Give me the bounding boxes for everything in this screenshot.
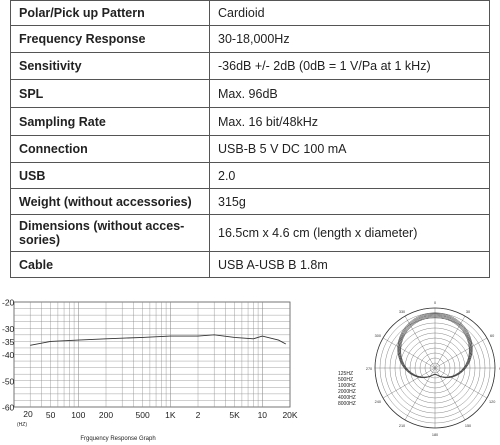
x-tick-label: 20 <box>23 409 33 419</box>
spec-value: 2.0 <box>209 162 490 189</box>
table-row: Frequency Response 30-18,000Hz <box>10 25 490 53</box>
polar-angle-label: 0 <box>434 301 436 305</box>
spec-value: -36dB +/- 2dB (0dB = 1 V/Pa at 1 kHz) <box>209 52 490 80</box>
polar-angle-label: 90 <box>499 367 500 371</box>
y-tick-label: -60 <box>2 403 15 413</box>
spec-key-line1: Dimensions (without acces- <box>19 219 185 233</box>
x-tick-label: 5K <box>229 410 240 420</box>
polar-legend-item: 8000HZ <box>338 401 356 407</box>
x-tick-label: 10 <box>258 410 268 420</box>
table-row: Polar/Pick up Pattern Cardioid <box>10 0 490 26</box>
x-tick-label: 500 <box>136 410 150 420</box>
response-series-line <box>30 334 287 346</box>
spec-key-line2: sories) <box>19 233 60 247</box>
polar-angle-label: 150 <box>465 424 471 428</box>
table-row: Dimensions (without acces-sories) 16.5cm… <box>10 214 490 252</box>
polar-spoke <box>382 367 436 399</box>
polar-angle-label: 270 <box>366 367 372 371</box>
x-tick-label: 20K <box>282 410 297 420</box>
polar-angle-label: 240 <box>375 400 381 404</box>
x-tick-label: 2 <box>196 410 201 420</box>
spec-value: 315g <box>209 188 490 215</box>
spec-key: Connection <box>10 135 210 163</box>
table-row: Connection USB-B 5 V DC 100 mA <box>10 135 490 163</box>
polar-legend-item: 500HZ <box>338 377 353 383</box>
spec-table: Polar/Pick up Pattern Cardioid Frequency… <box>10 0 490 278</box>
x-tick-label: 50 <box>46 410 56 420</box>
table-row: Sensitivity -36dB +/- 2dB (0dB = 1 V/Pa … <box>10 52 490 80</box>
y-tick-label: -20 <box>2 298 15 308</box>
table-row: Weight (without accessories) 315g <box>10 188 490 215</box>
x-tick-label: 200 <box>99 410 113 420</box>
x-tick-label: 1K <box>165 410 176 420</box>
table-row: SPL Max. 96dB <box>10 79 490 108</box>
spec-key: Polar/Pick up Pattern <box>10 0 210 26</box>
polar-angle-label: 300 <box>375 334 381 338</box>
polar-angle-label: 330 <box>399 310 405 314</box>
polar-angle-label: 210 <box>399 424 405 428</box>
table-row: Sampling Rate Max. 16 bit/48kHz <box>10 107 490 136</box>
polar-curve <box>400 317 470 378</box>
y-tick-label: -50 <box>2 376 15 386</box>
x-tick-label: 100 <box>71 410 85 420</box>
polar-spoke <box>382 337 436 369</box>
polar-spoke <box>434 367 488 399</box>
chart-title: Frgquency Response Graph <box>80 436 155 442</box>
frequency-response-chart: -20 -30 -35 -40 -50 -60 20 (HZ) 50 100 200 500 1K 2 5K… <box>2 298 298 443</box>
polar-angle-label: 60 <box>490 334 494 338</box>
spec-value: 16.5cm x 4.6 cm (length x diameter) <box>209 214 490 252</box>
spec-value: 30-18,000Hz <box>209 25 490 53</box>
polar-legend-item: 4000HZ <box>338 395 356 401</box>
polar-angle-label: 180 <box>432 433 438 437</box>
spec-key: Dimensions (without acces-sories) <box>10 214 210 252</box>
polar-legend-item: 125HZ <box>338 371 353 377</box>
polar-legend-item: 1000HZ <box>338 383 356 389</box>
spec-key: Sampling Rate <box>10 107 210 136</box>
y-tick-label: -40 <box>2 350 15 360</box>
spec-key: Cable <box>10 251 210 278</box>
polar-pattern-chart: 0 30 60 90 120 150 180 210 240 270 300 330 125HZ500H… <box>338 301 500 437</box>
y-tick-label: -35 <box>2 337 15 347</box>
spec-key: Sensitivity <box>10 52 210 80</box>
spec-value: USB A-USB B 1.8m <box>209 251 490 278</box>
polar-spoke <box>434 337 488 369</box>
spec-value: Max. 16 bit/48kHz <box>209 107 490 136</box>
spec-key: Weight (without accessories) <box>10 188 210 215</box>
spec-key: USB <box>10 162 210 189</box>
spec-key: Frequency Response <box>10 25 210 53</box>
spec-value: USB-B 5 V DC 100 mA <box>209 135 490 163</box>
polar-legend-item: 2000HZ <box>338 389 356 395</box>
spec-key: SPL <box>10 79 210 108</box>
table-row: Cable USB A-USB B 1.8m <box>10 251 490 278</box>
polar-angle-label: 120 <box>489 400 495 404</box>
spec-value: Max. 96dB <box>209 79 490 108</box>
polar-outer-ring <box>374 307 496 429</box>
polar-angle-label: 30 <box>466 310 470 314</box>
table-row: USB 2.0 <box>10 162 490 189</box>
y-tick-label: -30 <box>2 324 15 334</box>
spec-value: Cardioid <box>209 0 490 26</box>
x-unit-label: (HZ) <box>17 422 27 428</box>
